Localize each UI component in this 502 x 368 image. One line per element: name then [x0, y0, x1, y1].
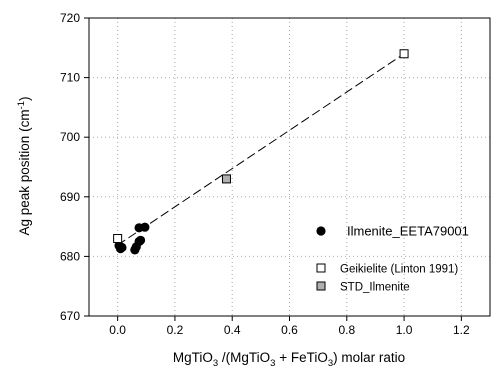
- y-axis-title: Ag peak position (cm-1): [16, 96, 32, 235]
- legend-marker: [316, 226, 326, 236]
- y-tick-label: 710: [60, 71, 80, 85]
- x-tick-label: 0.6: [281, 323, 298, 337]
- data-point: [140, 222, 150, 232]
- axes: 0.0 0.2 0.4 0.6 0.8 1.0 1.2 670 680 690 700 710 720: [60, 11, 491, 337]
- x-tick-label: 0.8: [338, 323, 355, 337]
- y-tick-label: 670: [60, 309, 80, 323]
- x-tick-label: 0.4: [224, 323, 241, 337]
- data-point: [399, 49, 409, 59]
- x-tick-label: 1.2: [453, 323, 470, 337]
- fit-line: [117, 53, 405, 246]
- legend-marker: [316, 281, 326, 291]
- y-tick-label: 720: [60, 11, 80, 25]
- legend-label: Ilmenite_EETA79001: [347, 224, 469, 239]
- data-points: [113, 49, 409, 255]
- y-tick-label: 680: [60, 249, 80, 263]
- y-tick-label: 690: [60, 190, 80, 204]
- data-point: [221, 174, 231, 184]
- data-point: [117, 242, 127, 253]
- data-point: [135, 235, 146, 245]
- fit-line-group: [117, 53, 405, 246]
- y-tick-label: 700: [60, 130, 80, 144]
- x-axis-title: MgTiO3 /(MgTiO3 + FeTiO3) molar ratio: [173, 350, 405, 368]
- legend-label: Geikielite (Linton 1991): [340, 264, 458, 276]
- legend-label: STD_Ilmenite: [340, 282, 410, 294]
- data-point: [113, 234, 123, 244]
- legend-marker: [316, 263, 326, 273]
- x-tick-label: 0.2: [167, 323, 184, 337]
- x-tick-label: 1.0: [396, 323, 413, 337]
- x-tick-label: 0.0: [109, 323, 126, 337]
- legend: Ilmenite_EETA79001 Geikielite (Linton 199…: [316, 224, 469, 294]
